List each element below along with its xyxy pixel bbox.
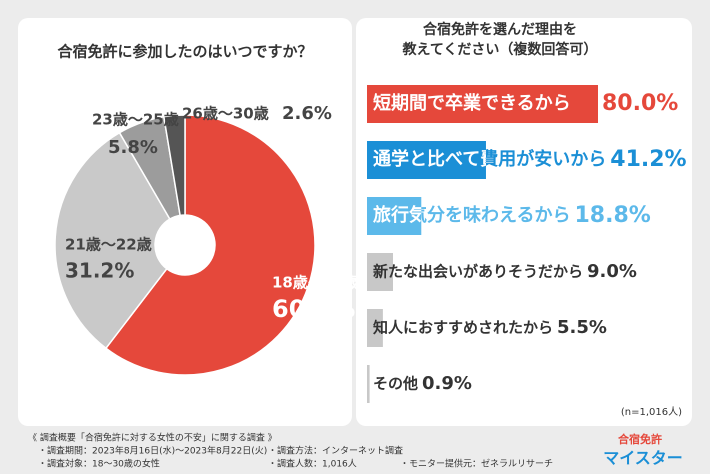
bar-label: その他	[373, 375, 418, 393]
bar	[367, 197, 422, 235]
bar	[367, 141, 486, 179]
bar	[367, 85, 598, 123]
bar-label: 旅行気分を味わえるから	[373, 204, 570, 226]
logo-main: マイスター	[603, 449, 683, 468]
bar	[367, 253, 393, 291]
logo-top: 合宿免許	[618, 432, 662, 446]
slice-value: 2.6%	[282, 103, 332, 124]
slice-label: 23歳～25歳	[92, 111, 179, 129]
bar-label: 短期間で卒業できるから	[373, 92, 571, 114]
pie-title: 合宿免許に参加したのはいつですか？	[56, 43, 312, 61]
bar-value: 41.2%	[610, 147, 686, 172]
bar-label: 旅行気分を味わえるから	[373, 204, 570, 226]
bar-value: 80.0%	[602, 91, 678, 116]
slice-value: 31.2%	[65, 259, 134, 283]
bar-value: 9.0%	[587, 261, 637, 282]
slice-label: 21歳～22歳	[65, 236, 152, 254]
sample-note: (n=1,016人)	[621, 406, 682, 418]
footer-item: ・調査方法：インターネット調査	[268, 445, 403, 457]
bar-label: 新たな出会いがありそうだから	[373, 263, 583, 281]
pie-slice	[162, 114, 186, 217]
bar-title: 教えてください（複数回答可）	[403, 41, 598, 58]
slice-label: 18歳～20歳	[272, 274, 359, 292]
bar-label: 短期間で卒業できるから	[373, 92, 571, 114]
bar-label: 知人におすすめされたから	[373, 319, 553, 337]
footer-item: ・調査人数：1,016人	[268, 458, 357, 470]
bar-label: 通学と比べて費用が安いから	[373, 148, 606, 170]
bar	[367, 309, 383, 347]
pie-slice	[54, 131, 171, 350]
bar-value: 5.5%	[557, 317, 607, 338]
bar	[367, 365, 370, 403]
bar-value: 18.8%	[574, 203, 650, 228]
slice-value: 60.4%	[272, 295, 355, 323]
footer-item: ・モニター提供元：ゼネラルリサーチ	[400, 458, 553, 470]
bar-label: 通学と比べて費用が安いから	[373, 148, 606, 170]
bar-value: 0.9%	[422, 373, 472, 394]
footer-heading: 《 調査概要「合宿免許に対する女性の不安」に関する調査 》	[28, 432, 277, 444]
slice-label: 26歳～30歳	[182, 105, 269, 123]
footer-item: ・調査対象：18～30歳の女性	[38, 458, 160, 470]
footer-item: ・調査期間：2023年8月16日(水)～2023年8月22日(火)	[38, 445, 267, 457]
slice-value: 5.8%	[108, 137, 158, 158]
pie-slice	[104, 114, 316, 376]
bar-title: 合宿免許を選んだ理由を	[423, 21, 577, 38]
